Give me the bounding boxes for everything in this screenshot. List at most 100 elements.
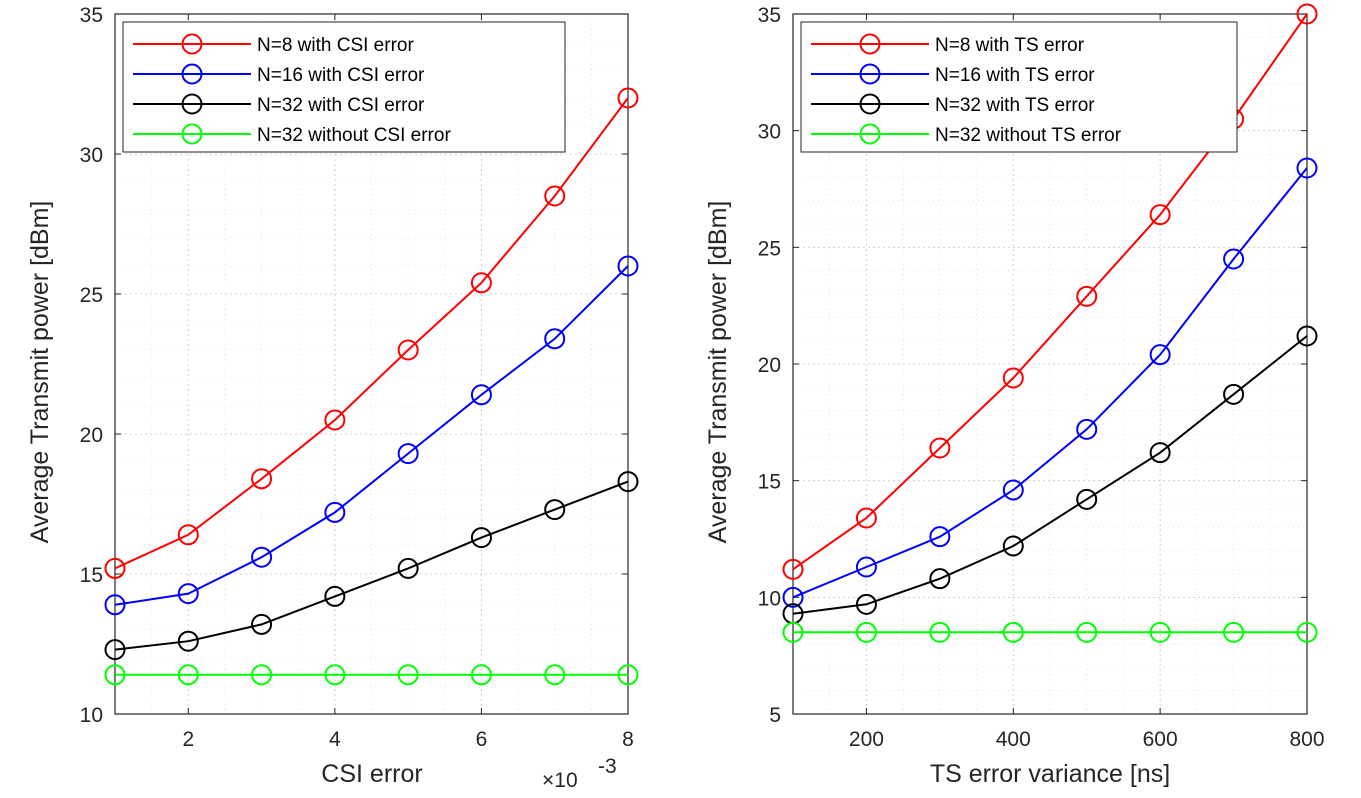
left-x-exponent-power: -3 — [598, 755, 617, 778]
left-data-point — [544, 328, 566, 350]
right-x-tick-label: 200 — [849, 728, 884, 751]
left-data-point — [104, 639, 126, 661]
left-y-tick-label: 15 — [80, 564, 103, 587]
left-x-tick-label: 4 — [329, 728, 341, 751]
left-data-point — [544, 499, 566, 521]
left-legend-marker-0 — [181, 33, 203, 55]
right-x-tick-label: 800 — [1289, 728, 1324, 751]
right-chart-panel: 200 400 600 800 5 10 15 20 25 30 35 TS error varian… — [704, 3, 1325, 788]
left-x-tick-label: 2 — [182, 728, 194, 751]
left-data-point — [397, 664, 419, 686]
right-legend-marker-3 — [859, 123, 881, 145]
left-y-tick-label: 10 — [80, 704, 103, 727]
right-y-tick-label: 30 — [758, 121, 781, 144]
right-legend-marker-1 — [859, 63, 881, 85]
left-axes-box — [114, 13, 629, 715]
right-data-point — [782, 586, 804, 608]
left-data-point — [251, 546, 273, 568]
left-data-point — [470, 527, 492, 549]
right-series-1 — [782, 157, 1318, 608]
left-y-tick-label: 30 — [80, 144, 103, 167]
right-series-line-1 — [792, 167, 1308, 599]
right-series-2 — [782, 325, 1318, 625]
right-data-point — [1149, 621, 1171, 643]
right-data-point — [1002, 621, 1024, 643]
right-data-point — [1076, 621, 1098, 643]
right-data-point — [929, 568, 951, 590]
right-legend: N=8 with TS error N=16 with TS error N=32 … — [800, 21, 1238, 153]
left-data-point — [251, 613, 273, 635]
left-y-tick-label: 25 — [80, 284, 103, 307]
right-data-point — [855, 621, 877, 643]
right-data-point — [929, 621, 951, 643]
right-data-point — [1002, 535, 1024, 557]
left-series-1 — [104, 255, 639, 616]
right-data-point — [855, 556, 877, 578]
left-x-exponent-label: ×10 — [542, 769, 578, 792]
left-data-point — [617, 87, 639, 109]
right-data-point — [782, 621, 804, 643]
left-data-point — [324, 501, 346, 523]
left-legend-marker-1 — [181, 63, 203, 85]
right-data-point — [929, 526, 951, 548]
right-data-point — [1296, 3, 1318, 25]
left-data-point — [470, 664, 492, 686]
left-data-point — [251, 664, 273, 686]
right-data-point — [1296, 157, 1318, 179]
left-x-tick-label: 8 — [622, 728, 634, 751]
right-data-point — [855, 507, 877, 529]
right-legend-label-0: N=8 with TS error — [935, 35, 1085, 56]
left-data-point — [177, 524, 199, 546]
left-x-tick-label: 6 — [476, 728, 488, 751]
left-data-point — [324, 664, 346, 686]
right-data-point — [1223, 621, 1245, 643]
left-data-point — [617, 255, 639, 277]
left-data-point — [617, 664, 639, 686]
right-data-point — [1223, 383, 1245, 405]
right-data-point — [1296, 621, 1318, 643]
left-series-line-2 — [114, 480, 629, 651]
left-data-point — [177, 630, 199, 652]
left-data-point — [544, 185, 566, 207]
left-y-tick-label: 35 — [80, 4, 103, 27]
right-y-tick-label: 35 — [758, 4, 781, 27]
right-legend-box — [800, 21, 1238, 153]
left-data-point — [104, 557, 126, 579]
right-x-tick-label: 600 — [1143, 728, 1178, 751]
right-series-line-2 — [792, 335, 1308, 615]
right-data-point — [1296, 325, 1318, 347]
right-data-point — [855, 593, 877, 615]
left-x-axis-label: CSI error — [321, 760, 422, 788]
left-series-0 — [104, 87, 639, 579]
right-data-point — [1076, 488, 1098, 510]
left-legend-marker-2 — [181, 93, 203, 115]
right-legend-label-2: N=32 with TS error — [935, 95, 1095, 116]
left-legend: N=8 with CSI error N=16 with CSI error N=3… — [122, 21, 566, 153]
left-data-point — [324, 409, 346, 431]
right-y-tick-label: 20 — [758, 354, 781, 377]
right-y-tick-label: 25 — [758, 237, 781, 260]
right-y-tick-label: 10 — [758, 587, 781, 610]
left-data-point — [397, 443, 419, 465]
left-data-point — [177, 583, 199, 605]
right-data-point — [1076, 418, 1098, 440]
left-legend-marker-3 — [181, 123, 203, 145]
right-y-tick-label: 15 — [758, 471, 781, 494]
left-legend-label-1: N=16 with CSI error — [257, 65, 425, 86]
left-data-point — [470, 272, 492, 294]
left-data-point — [104, 664, 126, 686]
right-data-point — [929, 437, 951, 459]
left-series-line-1 — [114, 265, 629, 606]
right-data-point — [1002, 479, 1024, 501]
right-data-point — [1149, 344, 1171, 366]
left-data-point — [617, 471, 639, 493]
left-series-2 — [104, 471, 639, 661]
right-legend-label-1: N=16 with TS error — [935, 65, 1095, 86]
left-legend-label-2: N=32 with CSI error — [257, 95, 425, 116]
right-x-axis-label: TS error variance [ns] — [930, 760, 1170, 788]
left-data-point — [177, 664, 199, 686]
left-series-line-0 — [114, 97, 629, 570]
right-x-tick-label: 400 — [996, 728, 1031, 751]
right-data-point — [1149, 442, 1171, 464]
